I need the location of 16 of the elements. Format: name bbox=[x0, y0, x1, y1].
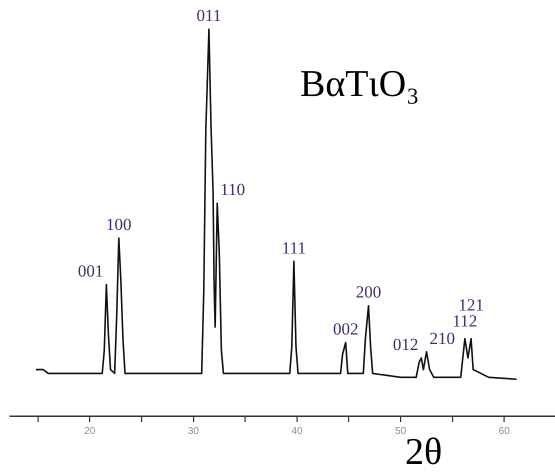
annotation: 001 bbox=[78, 261, 104, 280]
annotation: 111 bbox=[282, 238, 306, 258]
x-tick-label: 20 bbox=[84, 426, 96, 437]
annotation: 012 bbox=[392, 334, 418, 354]
x-axis-title: 2θ bbox=[405, 431, 442, 474]
annotation: 002 bbox=[332, 319, 358, 338]
x-tick-label: 60 bbox=[498, 426, 510, 437]
x-tick-label: 30 bbox=[188, 426, 200, 437]
x-tick-label: 50 bbox=[395, 426, 407, 437]
annotation: 110 bbox=[220, 180, 246, 200]
annotation: 100 bbox=[106, 215, 132, 234]
text: BαTιO₃ bbox=[300, 62, 420, 106]
x-tick-label: 40 bbox=[291, 426, 304, 437]
annotation: 210 bbox=[430, 328, 456, 348]
annotation: 011 bbox=[196, 6, 222, 26]
annotation: 200 bbox=[356, 282, 382, 302]
